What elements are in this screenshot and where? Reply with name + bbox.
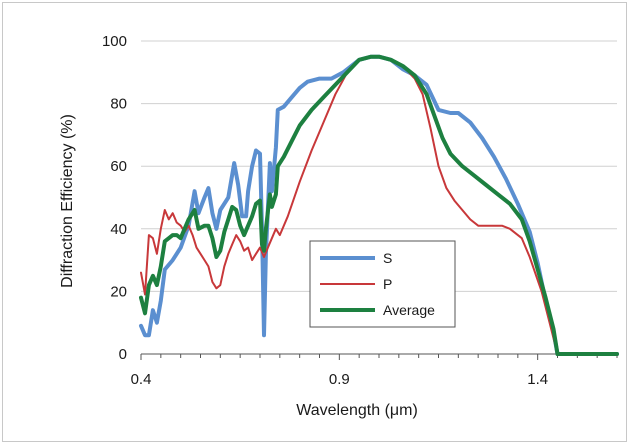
y-axis-label: Diffraction Efficiency (%): [59, 114, 76, 288]
y-tick-label: 20: [110, 283, 127, 300]
x-axis: [140, 353, 618, 360]
legend-label-p: P: [383, 276, 392, 292]
x-tick-label: 0.9: [329, 371, 350, 388]
x-tick-label: 0.4: [131, 371, 152, 388]
series-line-average: [139, 54, 619, 356]
y-tick-label: 0: [119, 346, 127, 363]
legend: SP Average: [309, 240, 456, 328]
legend-label-s: S: [383, 250, 392, 266]
x-axis-ticks: 0.4 0.9 1.4: [131, 371, 549, 388]
grid-lines: [141, 40, 617, 292]
y-tick-label: 100: [102, 33, 127, 50]
legend-box: [309, 240, 456, 328]
series-line-s: [139, 54, 619, 356]
y-tick-label: 80: [110, 96, 127, 113]
y-tick-label: 40: [110, 221, 127, 238]
x-tick-label: 1.4: [527, 371, 548, 388]
y-tick-label: 60: [110, 158, 127, 175]
diffraction-efficiency-chart: 0 20 40 60 80 100 0.4 0.9 1.4 Diffraction Effic…: [59, 33, 619, 419]
series-lines: [139, 54, 619, 356]
x-axis-label: Wavelength (μm): [296, 402, 418, 419]
y-axis-ticks: 0 20 40 60 80 100: [102, 33, 127, 363]
legend-label-average: Average: [383, 302, 435, 318]
